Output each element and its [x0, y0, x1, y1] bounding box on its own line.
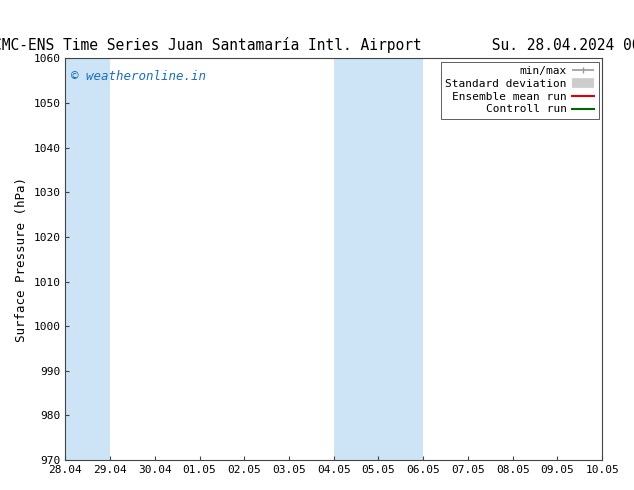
- Title: CMC-ENS Time Series Juan Santamaría Intl. Airport        Su. 28.04.2024 00 UTC: CMC-ENS Time Series Juan Santamaría Intl…: [0, 37, 634, 53]
- Legend: min/max, Standard deviation, Ensemble mean run, Controll run: min/max, Standard deviation, Ensemble me…: [441, 62, 598, 119]
- Text: © weatheronline.in: © weatheronline.in: [71, 71, 206, 83]
- Bar: [333, 58, 424, 460]
- Y-axis label: Surface Pressure (hPa): Surface Pressure (hPa): [15, 177, 28, 342]
- Bar: [65, 58, 110, 460]
